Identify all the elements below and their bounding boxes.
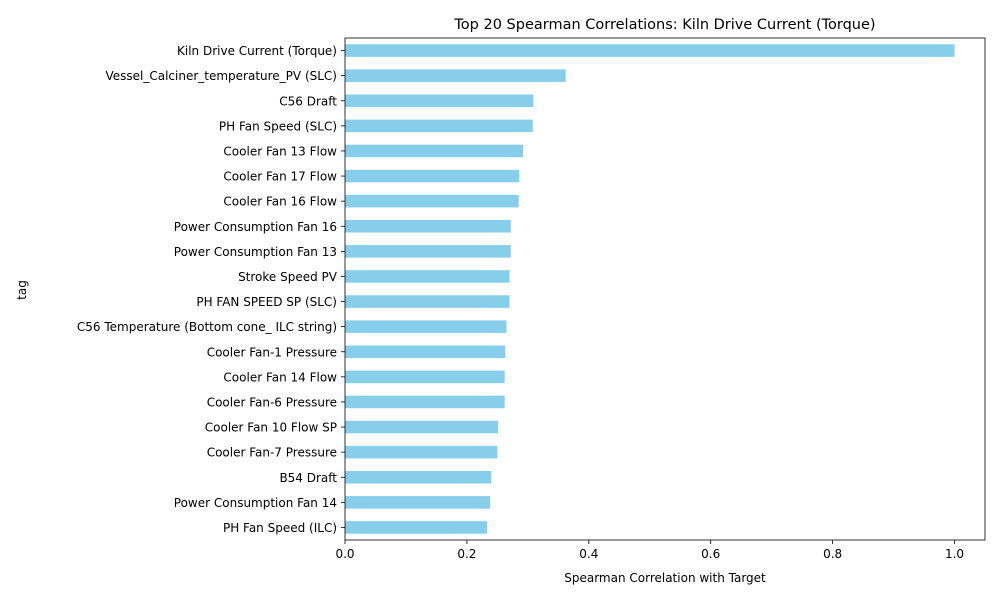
y-tick-label: B54 Draft	[279, 471, 337, 485]
y-tick-label: Kiln Drive Current (Torque)	[177, 44, 337, 58]
bar	[345, 370, 505, 384]
plot-frame	[344, 37, 986, 541]
x-tick-label: 0.4	[579, 547, 598, 561]
y-tick-label: PH FAN SPEED SP (SLC)	[196, 295, 337, 309]
y-tick-label: Vessel_Calciner_temperature_PV (SLC)	[105, 69, 337, 83]
y-tick-label: PH Fan Speed (ILC)	[223, 521, 337, 535]
y-tick-label: Cooler Fan 10 Flow SP	[205, 421, 337, 435]
bars-layer	[345, 44, 955, 534]
bar	[345, 194, 519, 208]
bar	[345, 69, 566, 82]
y-tick-label: Cooler Fan 14 Flow	[223, 370, 337, 384]
y-tick-label: C56 Draft	[279, 94, 337, 108]
y-tick-label: PH Fan Speed (SLC)	[219, 119, 337, 133]
y-axis-title: tag	[15, 280, 29, 300]
bar	[345, 320, 507, 333]
x-tick-label: 0.6	[701, 547, 720, 561]
bar	[345, 44, 955, 57]
bar	[345, 245, 511, 258]
bar	[345, 496, 491, 509]
bar	[345, 420, 498, 434]
bar	[345, 521, 488, 534]
y-tick-labels: Kiln Drive Current (Torque) Vessel_Calcin…	[77, 44, 345, 535]
y-tick-label: Cooler Fan 13 Flow	[223, 144, 337, 158]
y-tick-label: Power Consumption Fan 13	[174, 245, 337, 259]
x-ticks: 0.0 0.2 0.4 0.6 0.8 1.0	[335, 540, 964, 561]
bar	[345, 295, 510, 308]
bar	[345, 219, 511, 233]
y-tick-label: Cooler Fan-1 Pressure	[207, 345, 337, 359]
bar	[345, 270, 510, 283]
x-tick-label: 1.0	[945, 547, 964, 561]
bar	[345, 144, 523, 158]
y-tick-label: Cooler Fan 16 Flow	[223, 195, 337, 209]
x-tick-label: 0.2	[457, 547, 476, 561]
y-tick-label: Power Consumption Fan 16	[174, 220, 337, 234]
y-tick-label: Cooler Fan-7 Pressure	[207, 446, 337, 460]
bar	[345, 345, 506, 359]
chart-title: Top 20 Spearman Correlations: Kiln Drive…	[453, 17, 875, 33]
y-tick-label: Cooler Fan-6 Pressure	[207, 395, 337, 409]
bar	[345, 395, 505, 409]
y-tick-label: Cooler Fan 17 Flow	[223, 170, 337, 184]
x-tick-label: 0.8	[823, 547, 842, 561]
y-tick-label: Stroke Speed PV	[238, 270, 338, 284]
bar	[345, 169, 520, 183]
bar	[345, 119, 533, 133]
y-tick-label: Power Consumption Fan 14	[174, 496, 337, 510]
y-tick-label: C56 Temperature (Bottom cone_ ILC string…	[77, 320, 337, 334]
x-axis-title: Spearman Correlation with Target	[564, 571, 766, 585]
x-tick-label: 0.0	[335, 547, 354, 561]
bar	[345, 470, 492, 484]
bar	[345, 94, 534, 108]
bar	[345, 445, 498, 459]
